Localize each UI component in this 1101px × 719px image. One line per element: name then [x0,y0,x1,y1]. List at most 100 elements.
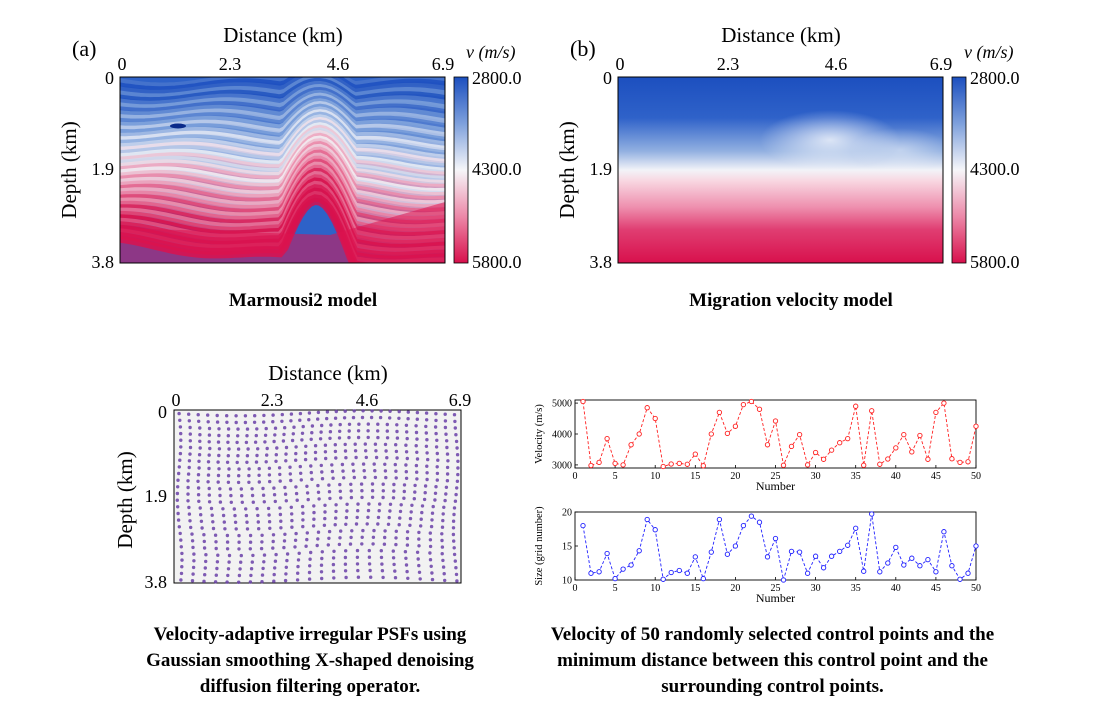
psf-dot [333,449,338,454]
psf-dot [409,510,413,514]
x-tick-label: 15 [690,583,700,594]
psf-dot [176,478,180,482]
psf-dot [419,524,423,528]
psf-dot [198,439,202,443]
data-point [668,461,674,467]
psf-dot [329,423,333,427]
psf-dot [425,451,429,455]
psf-dot [266,506,271,511]
data-point [724,551,731,557]
psf-dot [440,532,444,536]
caption-c-line-3: diffusion filtering operator. [199,676,421,697]
psf-dot [332,549,336,553]
psf-dot [280,412,284,417]
psf-dot [360,415,365,420]
psf-dot [349,482,353,486]
psf-dot [356,435,361,440]
psf-dot [216,473,221,478]
psf-dot [191,545,195,550]
psf-dot [280,419,284,423]
psf-dot [342,476,346,480]
psf-dot [284,445,289,450]
psf-dot [295,498,299,502]
psf-dot [318,437,323,441]
psf-dot [207,440,211,444]
psf-dot [371,535,376,539]
psf-dot [418,577,422,581]
x-tick-label: 10 [650,583,660,594]
psf-dot [203,566,207,570]
psf-dot [278,479,282,483]
data-point [869,511,875,517]
panel-c-xlabel: Distance (km) [268,361,388,385]
data-point [620,566,626,572]
psf-dot [309,437,313,441]
psf-dot [379,549,383,553]
psf-dot [216,440,221,444]
psf-dot [320,423,324,428]
psf-dot [232,507,236,511]
psf-dot [243,414,248,418]
psf-dot [260,573,265,577]
psf-dot [263,440,267,444]
psf-dot [332,576,336,580]
psf-dot [271,413,275,417]
psf-dot [442,505,446,509]
psf-dot [187,412,191,416]
psf-dot [283,492,288,496]
data-point [820,565,827,571]
psf-dot [334,516,338,520]
psf-dot [366,508,371,513]
x-tick-label: 50 [971,471,981,482]
psf-dot [298,418,302,422]
psf-dot [343,409,347,413]
psf-dot [263,433,268,437]
psf-dot [413,483,417,488]
psf-dot [192,552,196,556]
psf-dot [218,500,223,504]
panel-c-ylabel: Depth (km) [113,451,137,548]
psf-plot-area [173,409,462,584]
size-line-plot: 0 5 10 15 20 25 30 35 40 45 50 10 15 20 Number Size (gr… [534,506,981,605]
psf-dot [356,502,360,506]
psf-dot [451,519,456,523]
psf-dot [226,480,231,484]
psf-dot [425,438,429,442]
low-velocity-lens [170,123,186,129]
psf-dot [339,529,343,533]
psf-dot [188,432,192,436]
psf-dot [200,526,204,530]
psf-dot [225,540,230,544]
psf-dot [176,485,180,489]
psf-dot [391,549,395,553]
psf-dot [233,520,238,524]
psf-dot [236,447,241,451]
psf-dot [245,454,250,458]
panel-b-colorbar: v (m/s) 2800.0 4300.0 5800.0 [951,42,1020,272]
psf-dot [381,489,385,493]
psf-dot [244,507,248,511]
psf-dot [299,478,303,482]
psf-dot [235,440,239,445]
psf-dot [221,507,225,511]
psf-dot [342,416,347,420]
psf-dot [428,531,432,535]
x-tick-label: 30 [811,583,821,594]
panel-a-ytick-1: 1.9 [92,159,115,179]
data-point [700,463,706,469]
data-point [748,513,755,519]
psf-dot [394,536,398,540]
psf-dot [420,510,424,515]
psf-dot [414,430,419,435]
psf-dot [379,409,383,413]
psf-dot [244,440,249,445]
psf-dot [405,536,410,541]
psf-dot [451,532,456,537]
data-point [853,525,859,531]
psf-dot [227,553,232,558]
psf-dot [223,527,227,531]
psf-dot [257,527,261,531]
psf-dot [229,493,233,498]
psf-dot [370,495,375,499]
psf-dot [320,550,324,554]
